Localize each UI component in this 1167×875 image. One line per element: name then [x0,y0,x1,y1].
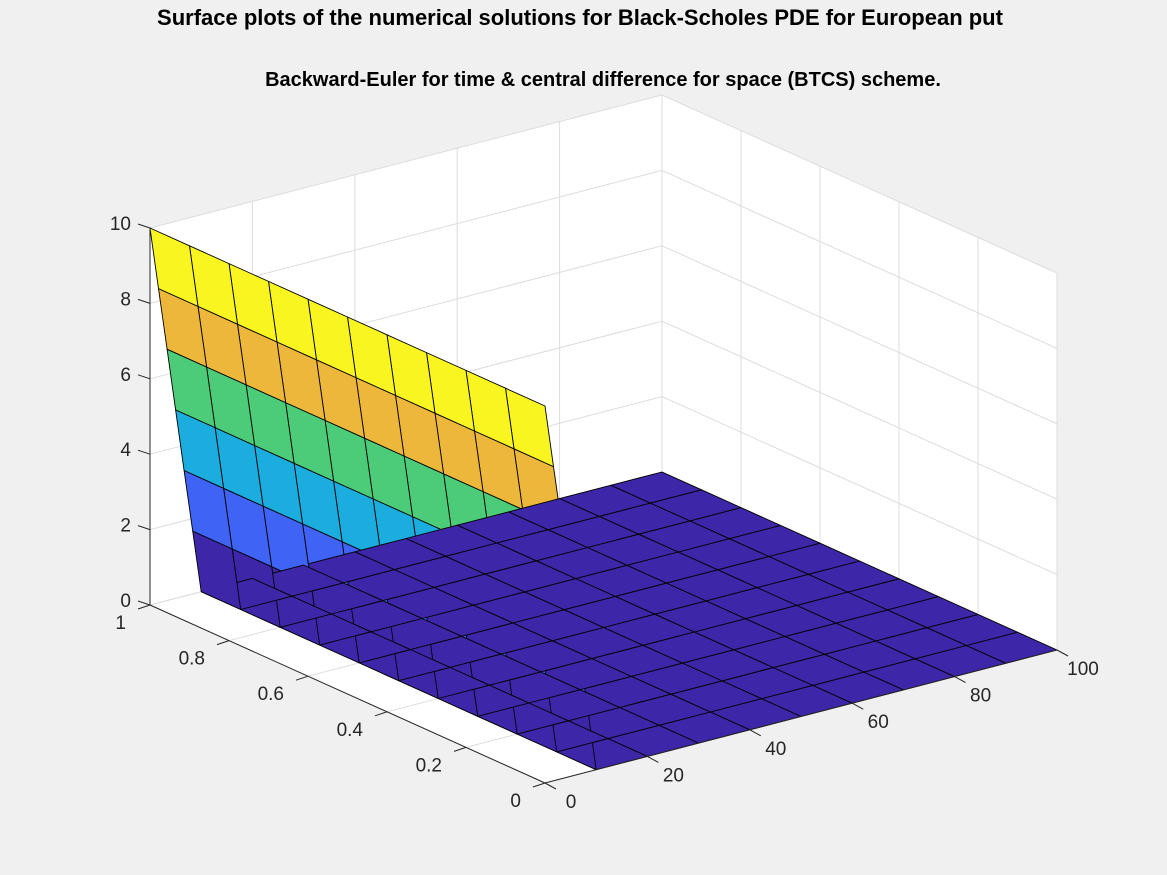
x-tick [544,782,557,790]
y-tick-label: 0.8 [179,649,205,670]
figure-suptitle: Surface plots of the numerical solutions… [157,5,1004,30]
z-tick [137,525,151,531]
x-tick-label: 40 [765,739,786,760]
z-tick-label: 8 [120,289,131,310]
x-tick [851,702,864,710]
y-tick [453,746,467,752]
x-tick [954,676,966,684]
z-tick-label: 6 [120,365,131,386]
y-tick [532,782,546,788]
gridline-z [149,94,663,229]
z-tick-label: 10 [110,214,131,235]
y-tick-label: 0.6 [258,684,284,705]
x-tick [647,755,659,763]
z-tick-label: 2 [120,516,131,537]
x-tick-label: 20 [663,765,684,786]
x-tick-label: 0 [566,792,577,813]
x-tick [749,729,762,737]
axes-box [149,228,1058,784]
gridline-z [661,169,1058,349]
y-tick-label: 0.2 [416,755,442,776]
x-tick-label: 60 [868,712,889,733]
y-tick [295,675,309,681]
y-tick-label: 0.4 [337,720,364,741]
gridline-z [661,94,1058,274]
z-tick [137,298,151,304]
y-tick-label: 1 [115,613,126,634]
z-tick-label: 4 [120,440,131,461]
gridline-z [661,396,1058,576]
x-tick-label: 100 [1067,659,1099,680]
y-tick [374,711,388,717]
gridline-z [661,320,1058,500]
y-axis-line [149,604,546,784]
chart-title: Backward-Euler for time & central differ… [265,69,941,91]
surface-mesh [149,227,1058,771]
y-tick-label: 0 [510,791,521,812]
z-tick [137,449,151,455]
x-tick-label: 80 [970,686,991,707]
z-tick-label: 0 [120,591,131,612]
z-tick [137,374,151,380]
y-tick [137,604,151,610]
gridline-z [661,245,1058,425]
x-tick [1056,649,1069,657]
x-axis-line [544,649,1058,784]
z-tick [137,600,151,606]
y-tick [216,640,230,646]
z-tick [137,223,151,229]
back-wall-x [662,95,1057,650]
